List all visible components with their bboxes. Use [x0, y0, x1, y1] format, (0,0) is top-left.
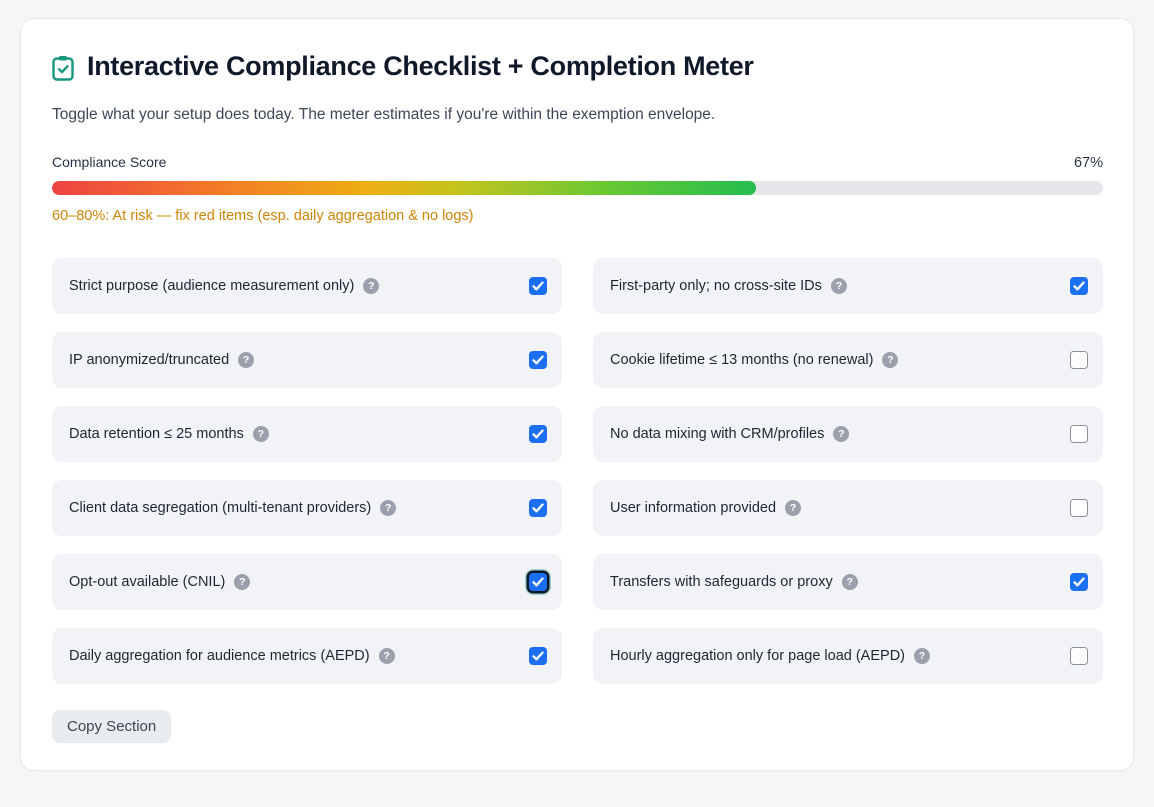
checkmark-icon: [1073, 281, 1085, 291]
page-subtitle: Toggle what your setup does today. The m…: [52, 106, 716, 123]
progress-bar-track: [52, 181, 1103, 195]
checkbox[interactable]: [529, 499, 547, 517]
help-icon[interactable]: [380, 500, 397, 516]
checkbox[interactable]: [1070, 277, 1088, 295]
checklist-item: User information provided: [593, 480, 1103, 536]
meter-percent-value: 67%: [1073, 155, 1103, 171]
compliance-checklist-card: Interactive Compliance Checklist + Compl…: [20, 18, 1134, 771]
checkbox[interactable]: [529, 425, 547, 443]
checkbox[interactable]: [529, 647, 547, 665]
checklist-grid: Strict purpose (audience measurement onl…: [52, 258, 1103, 684]
checklist-item: Strict purpose (audience measurement onl…: [52, 258, 562, 314]
help-icon[interactable]: [914, 648, 930, 664]
checklist-item-label: Cookie lifetime ≤ 13 months (no renewal): [610, 352, 874, 368]
meter-label: Compliance Score: [52, 154, 167, 170]
checklist-item: Opt-out available (CNIL): [52, 554, 562, 610]
page-title: Interactive Compliance Checklist + Compl…: [87, 51, 754, 81]
checkmark-icon: [532, 355, 544, 365]
checklist-item-label: Client data segregation (multi-tenant pr…: [69, 500, 372, 516]
checklist-item: Data retention ≤ 25 months: [52, 406, 562, 462]
checkmark-icon: [532, 281, 544, 291]
copy-section-button[interactable]: Copy Section: [52, 710, 172, 743]
checklist-item: Transfers with safeguards or proxy: [593, 554, 1103, 610]
help-icon[interactable]: [830, 278, 847, 294]
checklist-item-label: Hourly aggregation only for page load (A…: [610, 648, 905, 664]
checkmark-icon: [1073, 577, 1085, 587]
checklist-item: First-party only; no cross-site IDs: [593, 258, 1103, 314]
checklist-item-label: User information provided: [610, 500, 777, 516]
checklist-item: IP anonymized/truncated: [52, 332, 562, 388]
checkbox[interactable]: [1070, 647, 1088, 665]
help-icon[interactable]: [238, 352, 255, 368]
checkmark-icon: [532, 429, 544, 439]
help-icon[interactable]: [841, 574, 858, 590]
help-icon[interactable]: [833, 426, 850, 442]
progress-bar-fill: [52, 181, 757, 195]
help-icon[interactable]: [882, 352, 899, 368]
help-icon[interactable]: [785, 500, 802, 516]
checklist-item: No data mixing with CRM/profiles: [593, 406, 1103, 462]
meter-status-message: 60–80%: At risk — fix red items (esp. da…: [52, 208, 474, 224]
help-icon[interactable]: [252, 426, 269, 442]
checklist-item-label: No data mixing with CRM/profiles: [610, 426, 825, 442]
checkbox[interactable]: [1070, 351, 1088, 369]
compliance-meter: Compliance Score 67% 60–80%: At risk — f…: [52, 154, 1103, 224]
help-icon[interactable]: [363, 278, 380, 294]
checkmark-icon: [532, 651, 544, 661]
checklist-item-label: Daily aggregation for audience metrics (…: [69, 648, 370, 664]
checkbox[interactable]: [529, 573, 547, 591]
help-icon[interactable]: [234, 574, 251, 590]
checkbox[interactable]: [529, 277, 547, 295]
checklist-item-label: Transfers with safeguards or proxy: [610, 574, 833, 590]
checkbox[interactable]: [1070, 425, 1088, 443]
checklist-item: Client data segregation (multi-tenant pr…: [52, 480, 562, 536]
help-icon[interactable]: [378, 648, 395, 664]
checkmark-icon: [532, 577, 544, 587]
checklist-item: Cookie lifetime ≤ 13 months (no renewal): [593, 332, 1103, 388]
checklist-item-label: IP anonymized/truncated: [69, 352, 230, 368]
header: Interactive Compliance Checklist + Compl…: [52, 51, 1103, 82]
checkbox[interactable]: [1070, 573, 1088, 591]
checkbox[interactable]: [529, 351, 547, 369]
checklist-item: Daily aggregation for audience metrics (…: [52, 628, 562, 684]
checklist-item-label: Data retention ≤ 25 months: [69, 426, 244, 442]
checklist-item: Hourly aggregation only for page load (A…: [593, 628, 1103, 684]
checkmark-icon: [532, 503, 544, 513]
clipboard-check-icon: [52, 55, 74, 81]
checklist-item-label: Opt-out available (CNIL): [69, 574, 226, 590]
checklist-item-label: First-party only; no cross-site IDs: [610, 278, 822, 294]
checklist-item-label: Strict purpose (audience measurement onl…: [69, 278, 355, 294]
checkbox[interactable]: [1070, 499, 1088, 517]
